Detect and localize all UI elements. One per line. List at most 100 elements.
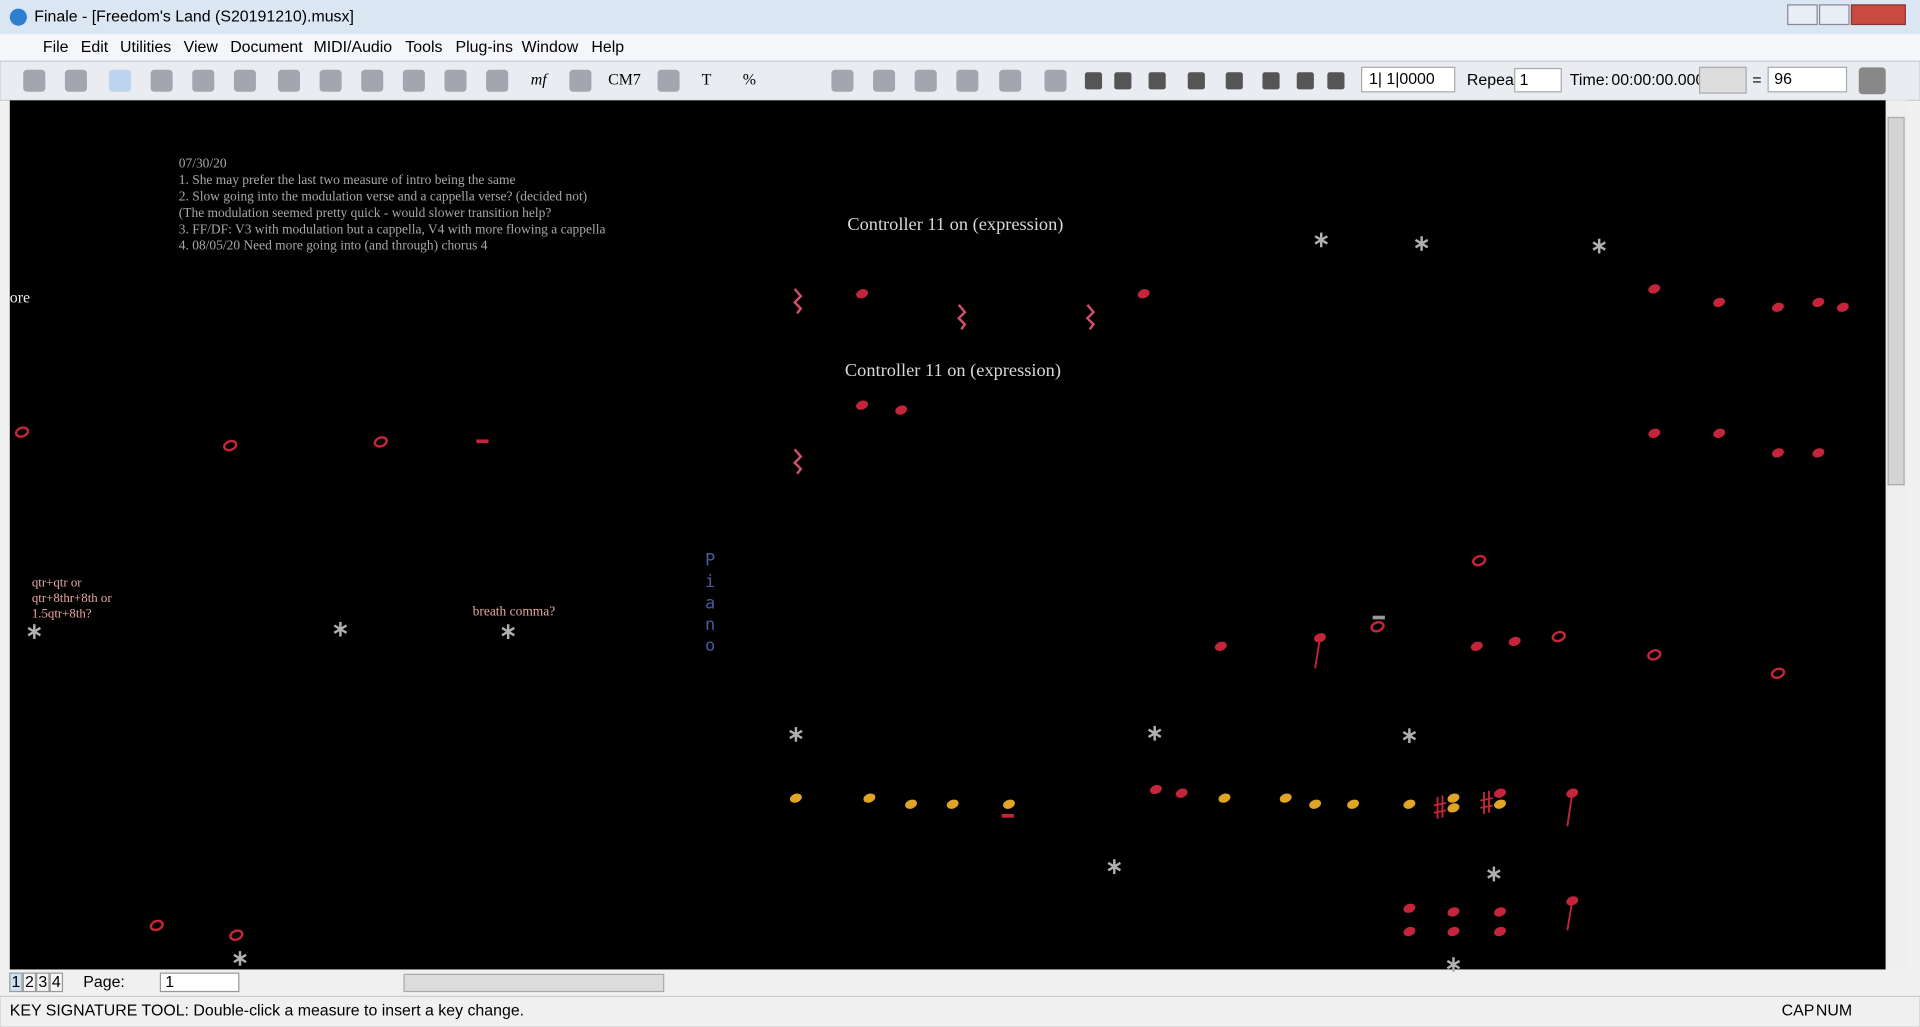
time-value: 00:00:00.000 [1611,72,1704,89]
note-head [1403,926,1416,937]
page-label: Page: [83,974,125,991]
note-head-highlight [1494,799,1506,809]
tool-button[interactable] [233,69,256,92]
tool-label[interactable]: mf [531,71,549,88]
menu-item[interactable]: View [184,39,219,56]
tool-button[interactable] [402,69,425,92]
playback-button[interactable] [1084,72,1103,90]
tool-button[interactable] [569,69,592,92]
window-title: Finale - [Freedom's Land (S20191210).mus… [34,8,354,25]
playback-button[interactable] [1187,72,1205,90]
tool-button[interactable] [23,69,46,92]
tool-label[interactable]: CM7 [608,71,641,88]
note-head [1403,903,1416,913]
tool-button[interactable] [192,69,215,92]
page-tab-label[interactable]: 2 [25,974,34,991]
page-tab-label[interactable]: 3 [38,974,47,991]
hollow-note-head [1647,649,1662,661]
minimize-button[interactable] [1787,4,1818,26]
page-tab[interactable] [9,972,23,993]
tool-button[interactable] [873,69,896,92]
tool-button[interactable] [64,69,87,92]
tool-button[interactable] [108,69,132,92]
note-head [856,400,868,410]
tool-button[interactable] [831,69,854,92]
tempo-value[interactable]: 96 [1774,71,1792,88]
playback-button[interactable] [1114,72,1132,90]
menu-item[interactable]: Tools [405,39,442,56]
tool-button[interactable] [361,69,384,92]
tool-button[interactable] [914,69,937,92]
bottom-bar [0,969,1920,997]
pedal-release [501,624,515,639]
hollow-note-head [1770,667,1786,680]
close-button[interactable] [1850,4,1906,26]
menu-item[interactable]: MIDI/Audio [313,39,392,56]
page-tab-label[interactable]: 4 [52,974,61,991]
tool-button[interactable] [657,69,680,92]
playback-button[interactable] [1148,72,1166,90]
staff-name-letter: n [705,615,715,635]
menu-item[interactable]: Utilities [120,39,171,56]
note-head-highlight [789,793,802,803]
playback-button[interactable] [1327,72,1345,90]
rest-symbol [1085,304,1096,331]
menu-item[interactable]: Plug-ins [456,39,514,56]
tool-button[interactable] [277,69,300,92]
repeat-dropdown[interactable] [1514,67,1562,93]
maximize-button[interactable] [1818,4,1850,26]
note-head-highlight [1279,793,1292,803]
repeat-value[interactable]: 1 [1520,72,1529,89]
page-value[interactable]: 1 [165,974,174,991]
tool-label[interactable]: % [743,71,756,88]
cut-text: ore [10,289,30,306]
page-tab[interactable] [49,972,64,993]
playback-button[interactable] [1296,72,1314,90]
staff-name-letter: i [705,572,715,592]
note-head [1772,448,1784,458]
score-note-line: 07/30/20 [179,156,227,171]
tempo-field[interactable] [1767,66,1848,93]
note-head [1447,907,1460,917]
page-tab[interactable] [36,972,50,993]
menu-item[interactable]: Edit [81,39,109,56]
rest-block [476,439,489,444]
tool-button[interactable] [486,69,509,92]
tool-label[interactable]: T [702,71,712,88]
pedal-release [1487,866,1501,882]
menu-item[interactable]: Document [230,39,303,56]
note-head-highlight [1403,799,1416,809]
note-head-highlight [1003,799,1015,809]
equals-sign: = [1752,72,1761,89]
playback-button[interactable] [1225,72,1243,90]
tool-button[interactable] [956,69,979,92]
score-note-line: 1. She may prefer the last two measure o… [179,172,516,187]
tool-button[interactable] [1044,69,1067,92]
menu-item[interactable]: Window [522,39,579,56]
counter-field[interactable] [1361,66,1456,93]
page-tab[interactable] [22,972,37,993]
tool-button[interactable] [444,69,467,92]
tool-button[interactable] [999,69,1022,92]
hollow-note-head [1551,630,1566,643]
tool-button[interactable] [150,69,173,92]
hollow-note-head [1472,554,1487,567]
note-head-highlight [946,799,959,809]
scroll-thumb[interactable] [1887,116,1905,486]
horizontal-scroll-thumb[interactable] [403,973,665,993]
menu-item[interactable]: Help [591,39,624,56]
score-note-line: 3. FF/DF: V3 with modulation but a cappe… [179,221,606,236]
comment-text: qtr+8thr+8th or [32,591,113,605]
expression-text: Controller 11 on (expression) [847,214,1063,235]
volume-button[interactable] [1858,67,1886,95]
note-value-picker[interactable] [1698,66,1747,94]
note-head [1470,641,1483,651]
menu-item[interactable]: File [43,39,69,56]
pedal-release [1147,725,1162,741]
page-field[interactable] [159,972,240,993]
tool-button[interactable] [319,69,342,92]
note-head [1447,926,1460,937]
page-tab-label[interactable]: 1 [11,974,20,991]
playback-button[interactable] [1262,72,1280,90]
hollow-note-head [1370,620,1385,633]
